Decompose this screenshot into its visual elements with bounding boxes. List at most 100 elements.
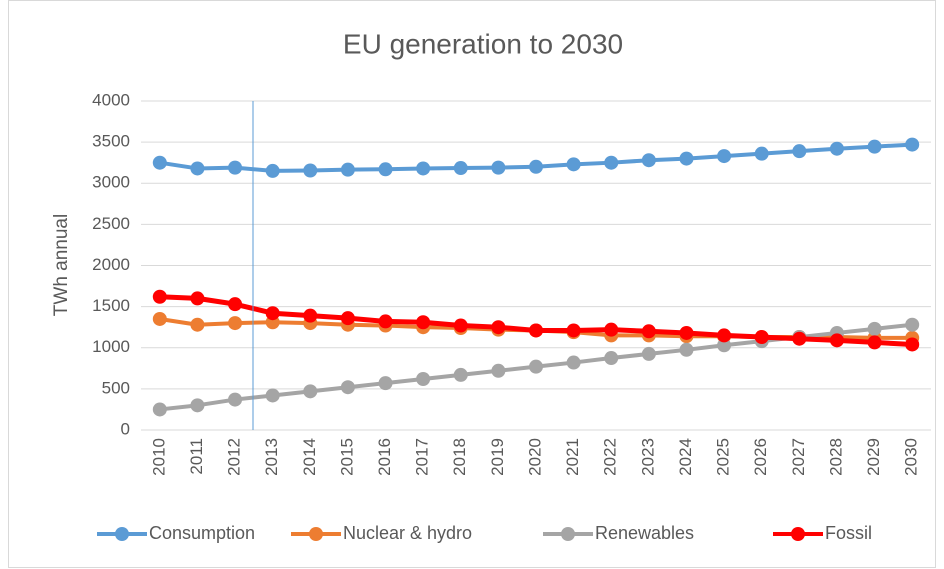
x-tick-label: 2020 [525, 438, 544, 476]
legend-label: Fossil [825, 523, 872, 543]
data-point [152, 311, 167, 326]
data-point [340, 162, 355, 177]
x-tick-label: 2013 [262, 438, 281, 476]
x-tick-label: 2027 [789, 438, 808, 476]
chart-frame [8, 0, 936, 568]
legend-marker [791, 527, 805, 541]
data-point [228, 316, 243, 331]
x-tick-label: 2010 [149, 438, 168, 476]
data-point [867, 335, 882, 350]
x-tick-label: 2025 [714, 438, 733, 476]
legend-marker [309, 527, 323, 541]
data-point [416, 315, 431, 330]
data-point [754, 146, 769, 161]
y-tick-label: 1000 [92, 337, 130, 356]
x-tick-label: 2029 [864, 438, 883, 476]
x-tick-label: 2021 [563, 438, 582, 476]
data-point [303, 384, 318, 399]
y-tick-label: 2500 [92, 214, 130, 233]
legend-label: Nuclear & hydro [343, 523, 472, 543]
data-point [867, 139, 882, 154]
data-point [679, 151, 694, 166]
data-point [378, 314, 393, 329]
data-point [905, 137, 920, 152]
y-tick-label: 2000 [92, 255, 130, 274]
data-point [453, 367, 468, 382]
x-tick-label: 2030 [902, 438, 921, 476]
data-point [604, 351, 619, 366]
data-point [491, 363, 506, 378]
data-point [604, 322, 619, 337]
data-point [566, 323, 581, 338]
data-point [604, 155, 619, 170]
data-point [416, 372, 431, 387]
data-point [641, 324, 656, 339]
grid: 0 500 1000 1500 2000 2500 3000 3500 4000 2010 2011… [92, 90, 931, 476]
y-tick-label: 3000 [92, 173, 130, 192]
data-point [491, 320, 506, 335]
data-point [529, 323, 543, 338]
data-point [265, 163, 280, 178]
data-point [228, 297, 243, 312]
x-tick-label: 2018 [450, 438, 469, 476]
data-point [303, 308, 318, 323]
y-tick-label: 0 [121, 419, 130, 438]
data-point [453, 318, 468, 333]
x-tick-label: 2022 [601, 438, 620, 476]
x-tick-label: 2017 [413, 438, 432, 476]
data-point [829, 141, 844, 156]
data-point [717, 149, 732, 164]
legend-marker [115, 527, 129, 541]
data-point [340, 380, 355, 395]
y-axis-title: TWh annual [51, 214, 72, 316]
data-point [228, 392, 243, 407]
y-tick-label: 500 [102, 378, 130, 397]
data-point [641, 153, 656, 168]
y-tick-label: 1500 [92, 296, 130, 315]
data-point [829, 333, 844, 348]
x-tick-label: 2016 [375, 438, 394, 476]
x-tick-label: 2019 [488, 438, 507, 476]
x-tick-label: 2012 [225, 438, 244, 476]
plot [152, 137, 920, 417]
data-point [566, 157, 581, 172]
legend-label: Consumption [149, 523, 255, 543]
data-point [529, 359, 543, 374]
data-point [491, 160, 506, 175]
data-point [641, 346, 656, 361]
x-tick-label: 2023 [638, 438, 657, 476]
x-tick-label: 2014 [300, 438, 319, 476]
data-point [905, 337, 920, 352]
data-point [717, 328, 732, 343]
data-point [152, 155, 167, 170]
data-point [679, 342, 694, 357]
legend-label: Renewables [595, 523, 694, 543]
data-point [190, 317, 205, 332]
data-point [152, 289, 167, 304]
data-point [867, 321, 882, 336]
data-point [152, 402, 167, 417]
data-point [190, 161, 205, 176]
data-point [265, 306, 280, 321]
data-point [792, 331, 807, 346]
data-point [190, 398, 205, 413]
x-tick-label: 2011 [187, 438, 206, 475]
data-point [265, 388, 280, 403]
data-point [453, 161, 468, 176]
data-point [529, 159, 543, 174]
data-point [378, 376, 393, 391]
data-point [303, 163, 318, 178]
legend: Consumption Nuclear & hydro Renewables Foss… [97, 523, 872, 543]
x-tick-label: 2024 [676, 438, 695, 476]
data-point [416, 161, 431, 176]
chart-title: EU generation to 2030 [343, 28, 623, 59]
data-point [754, 330, 769, 345]
x-tick-label: 2028 [826, 438, 845, 476]
y-tick-label: 3500 [92, 132, 130, 151]
data-point [905, 317, 920, 332]
data-point [378, 162, 393, 177]
x-tick-label: 2015 [337, 438, 356, 476]
data-point [717, 338, 732, 353]
data-point [679, 325, 694, 340]
